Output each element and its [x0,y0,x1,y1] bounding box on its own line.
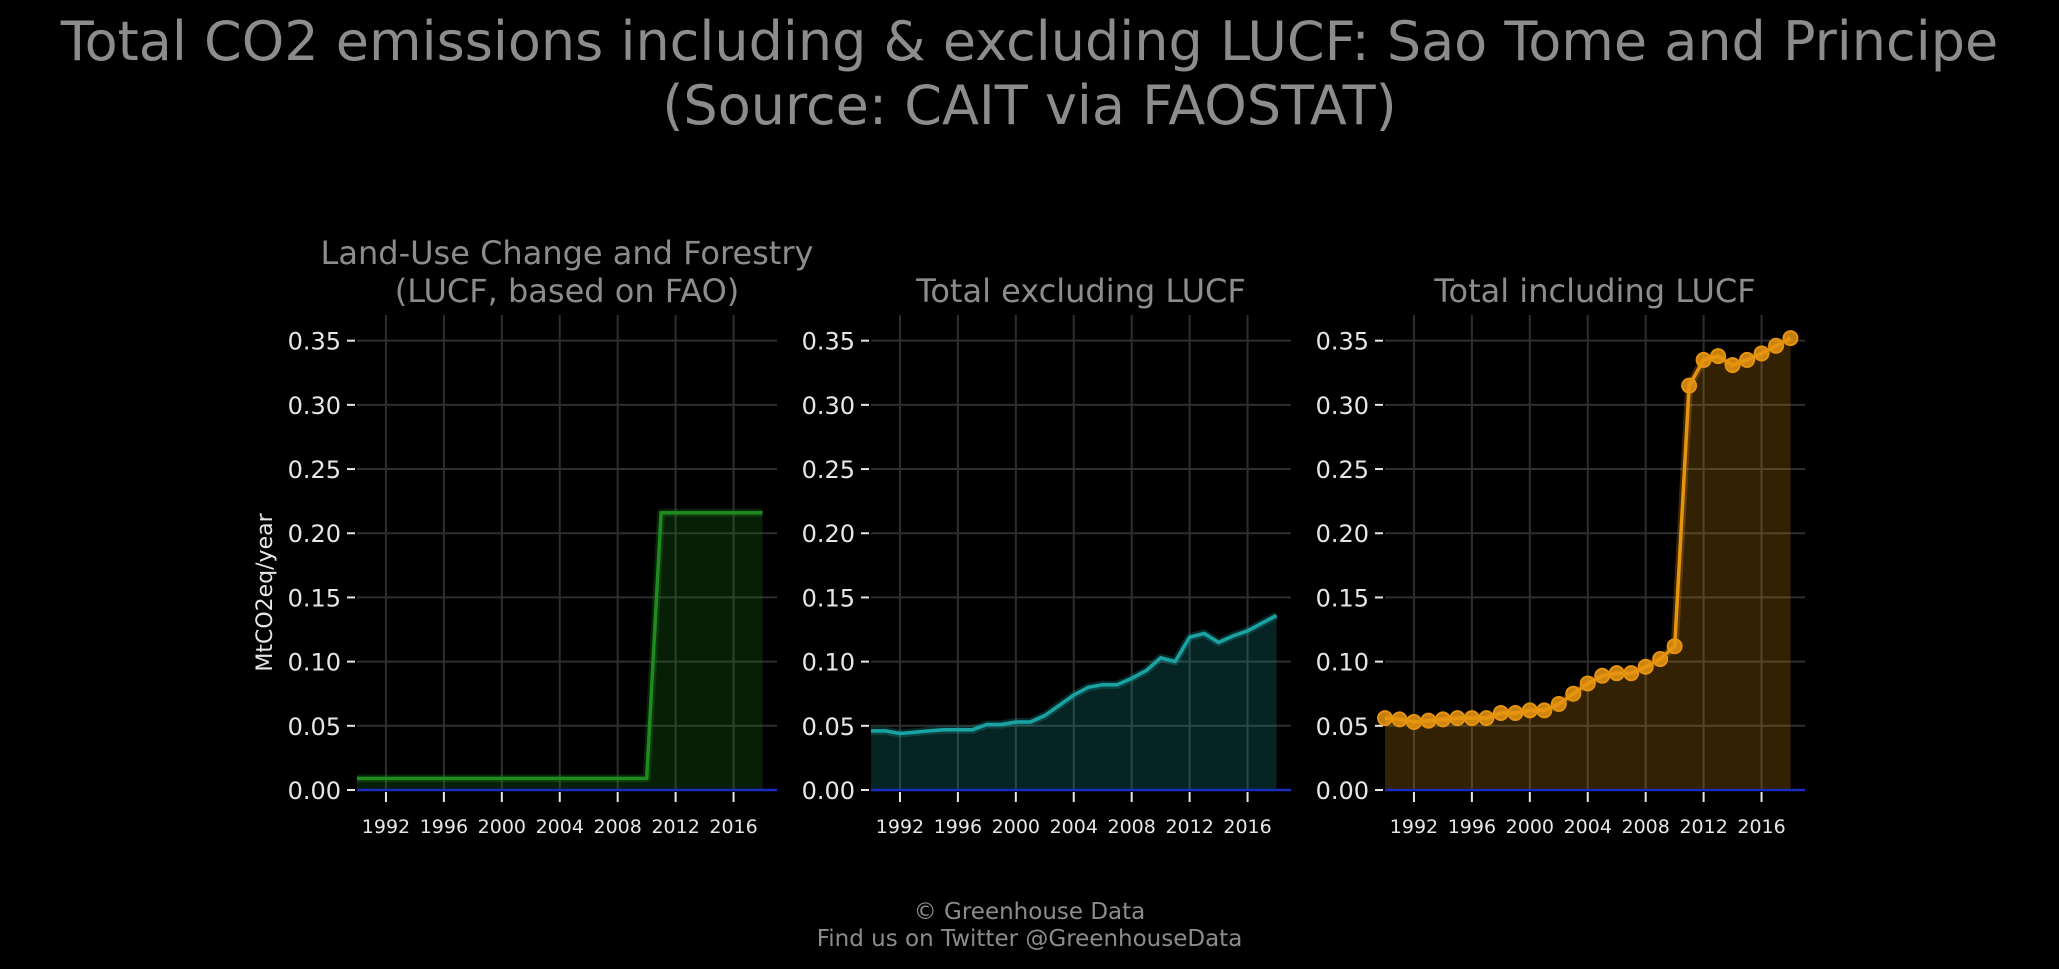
chart2-title: Total excluding LUCF [915,272,1246,310]
chart3-ytick-label: 0.35 [1316,328,1369,356]
chart3-point [1550,695,1567,712]
chart3-area [1385,338,1791,790]
chart2-xtick-label: 2004 [1050,816,1098,838]
chart3-xtick-label: 2000 [1506,816,1554,838]
chart3-point [1782,330,1799,347]
chart3-point [1507,704,1524,721]
chart3-point [1594,667,1611,684]
chart3-point [1666,638,1683,655]
chart-title: Total CO2 emissions including & excludin… [60,10,1999,73]
chart3-point [1623,665,1640,682]
chart2-line [871,613,1278,736]
chart1-ytick-label: 0.35 [288,328,341,356]
chart2-xtick-label: 2012 [1165,816,1213,838]
chart3-point [1377,710,1393,727]
chart1-ytick-label: 0.00 [288,777,341,805]
chart1-ytick-label: 0.20 [288,520,341,548]
chart3-xtick-label: 2008 [1622,816,1670,838]
chart1-ylabel: MtCO2eq/year [253,512,278,671]
chart3-xtick-label: 2004 [1564,816,1612,838]
chart3-point [1492,704,1509,721]
chart1-title: Land-Use Change and Forestry [321,234,814,272]
chart3-point [1420,712,1437,729]
chart-subtitle: (Source: CAIT via FAOSTAT) [662,74,1397,137]
chart3-ytick-label: 0.00 [1316,777,1369,805]
chart3-point [1768,337,1785,354]
chart2-ytick-label: 0.00 [802,777,855,805]
chart3-ytick-label: 0.05 [1316,713,1369,741]
chart3-point [1652,651,1669,668]
chart1-xtick-label: 2004 [536,816,584,838]
chart3-point [1637,658,1654,675]
chart2-xtick-label: 2000 [992,816,1040,838]
chart3-point [1739,351,1756,368]
footer-copyright: © Greenhouse Data [913,899,1146,925]
chart2-xtick-label: 1996 [934,816,982,838]
chart3-point [1463,710,1480,727]
chart2-ytick-label: 0.25 [802,456,855,484]
chart1-ytick-label: 0.30 [288,392,341,420]
chart2-ytick-label: 0.05 [802,713,855,741]
chart2-ytick-label: 0.35 [802,328,855,356]
chart1-line [357,510,763,781]
chart2-xtick-label: 2016 [1223,816,1271,838]
chart3-xtick-label: 1996 [1448,816,1496,838]
chart1-area [357,512,763,790]
chart1-xtick-label: 1996 [420,816,468,838]
chart3-xtick-label: 1992 [1390,816,1438,838]
chart2-xtick-label: 1992 [876,816,924,838]
chart2-ytick-label: 0.10 [802,649,855,677]
chart3-ytick-label: 0.10 [1316,649,1369,677]
chart1-title: (LUCF, based on FAO) [395,272,740,310]
chart1-xtick-label: 2008 [594,816,642,838]
chart2-ytick-label: 0.15 [802,584,855,612]
chart1-xtick-label: 2000 [478,816,526,838]
chart1-ytick-label: 0.10 [288,649,341,677]
chart3-ytick-label: 0.15 [1316,584,1369,612]
chart3-point [1434,711,1451,728]
chart2-ytick-label: 0.30 [802,392,855,420]
chart3-point [1405,713,1422,730]
chart3-point [1536,702,1553,719]
chart3-xtick-label: 2016 [1737,816,1785,838]
chart1-ytick-label: 0.15 [288,584,341,612]
chart1-ytick-label: 0.25 [288,456,341,484]
chart1-ytick-label: 0.05 [288,713,341,741]
chart3-ytick-label: 0.25 [1316,456,1369,484]
chart1-xtick-label: 2016 [709,816,757,838]
chart1-xtick-label: 1992 [362,816,410,838]
chart3-point [1478,710,1495,727]
chart2-xtick-label: 2008 [1108,816,1156,838]
chart3-point [1608,665,1625,682]
chart3-point [1565,685,1582,702]
chart2-area [871,615,1277,790]
chart3-point [1710,348,1727,365]
chart3-ytick-label: 0.20 [1316,520,1369,548]
chart3-point [1449,710,1466,727]
chart3-point [1521,702,1538,719]
chart1-xtick-label: 2012 [651,816,699,838]
chart3-point [1579,675,1596,692]
chart3-title: Total including LUCF [1433,272,1755,310]
chart3-xtick-label: 2012 [1679,816,1727,838]
chart3-ytick-label: 0.30 [1316,392,1369,420]
chart3-point [1724,357,1741,374]
footer-twitter: Find us on Twitter @GreenhouseData [816,926,1243,952]
chart3-point [1681,377,1698,394]
chart3-point [1695,351,1712,368]
chart3-point [1753,345,1770,362]
chart2-ytick-label: 0.20 [802,520,855,548]
chart3-point [1391,711,1408,728]
